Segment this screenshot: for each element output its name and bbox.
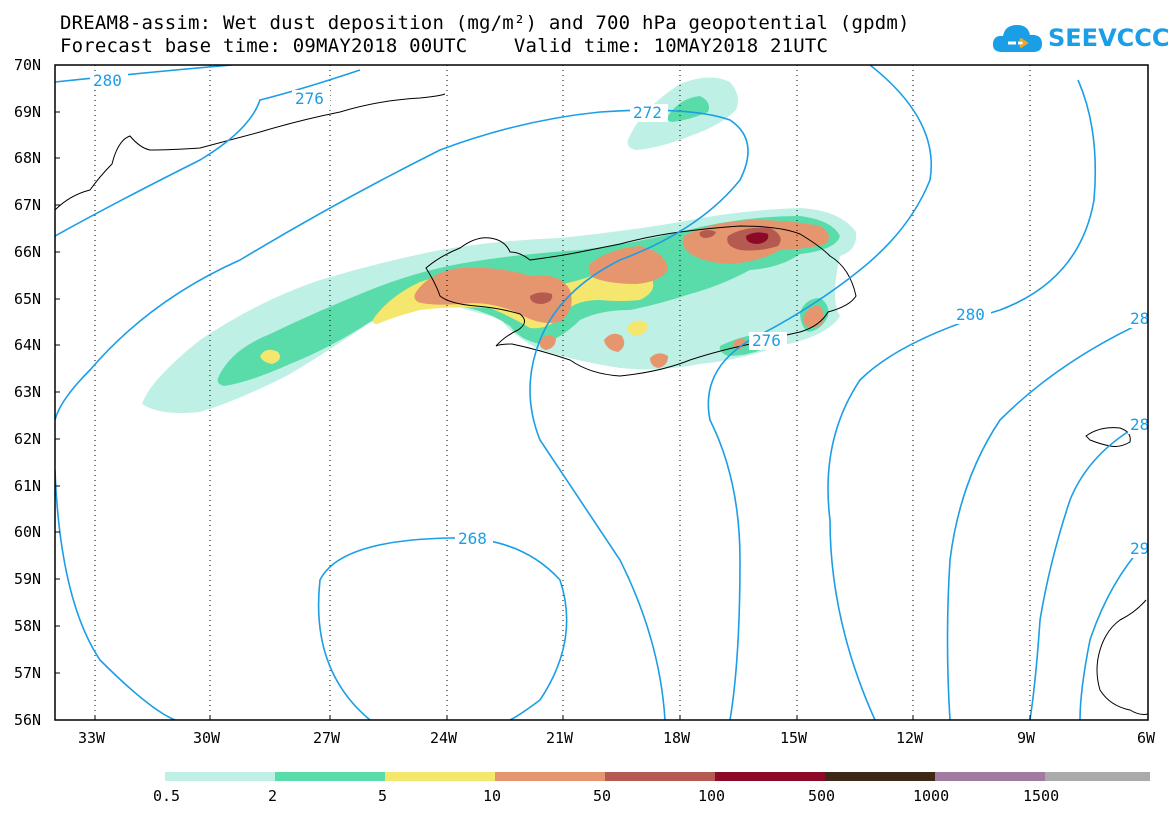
- dust-band-2-north: [666, 96, 709, 122]
- colorbar-swatch: [275, 772, 385, 781]
- lat-ticks: [55, 64, 60, 721]
- colorbar-label: 500: [808, 787, 835, 805]
- dust-band-10-mid: [588, 246, 668, 284]
- contour-label-280-e: 280: [956, 305, 985, 324]
- lon-label: 21W: [546, 729, 574, 747]
- contour-label-288-e: 28: [1130, 415, 1149, 434]
- lat-label: 63N: [14, 383, 41, 401]
- dust-band-50-mid: [699, 230, 716, 238]
- lon-label: 24W: [430, 729, 458, 747]
- scotland-coast: [1096, 599, 1148, 715]
- colorbar-swatch: [825, 772, 935, 781]
- lat-label: 66N: [14, 243, 41, 261]
- colorbar-label: 10: [483, 787, 501, 805]
- dust-band-50-w: [530, 292, 553, 304]
- colorbar-swatch: [715, 772, 825, 781]
- contour-284-e: [946, 319, 1148, 720]
- colorbar-label: 50: [593, 787, 611, 805]
- lon-label: 18W: [663, 729, 691, 747]
- lat-label: 57N: [14, 664, 41, 682]
- lon-label: 27W: [313, 729, 341, 747]
- colorbar-labels: 0.5 2 5 10 50 100 500 1000 1500: [153, 787, 1059, 805]
- contour-label-276-e: 276: [752, 331, 781, 350]
- colorbar-swatch: [935, 772, 1045, 781]
- lat-label: 59N: [14, 570, 41, 588]
- contour-label-group: 280 276 272 276 280 28 28 268 29: [90, 71, 1149, 558]
- cloud-icon: [992, 25, 1042, 52]
- colorbar-label: 2: [268, 787, 277, 805]
- lon-label: 6W: [1137, 729, 1156, 747]
- contour-280-nw: [55, 65, 233, 83]
- lat-label: 62N: [14, 430, 41, 448]
- contour-292-e: [1079, 539, 1148, 720]
- dust-band-0.5-patch: [239, 320, 263, 338]
- lat-label: 60N: [14, 523, 41, 541]
- contour-label-284-e: 28: [1130, 309, 1149, 328]
- lon-labels: 33W 30W 27W 24W 21W 18W 15W 12W 9W 6W: [78, 729, 1156, 747]
- coastlines: [55, 93, 1148, 715]
- contour-276-e: [707, 65, 932, 720]
- faroe-islands: [1085, 427, 1131, 447]
- colorbar-swatch: [385, 772, 495, 781]
- iceland-coast: [425, 225, 857, 377]
- colorbar-swatch: [605, 772, 715, 781]
- contour-272: [55, 109, 749, 720]
- lat-label: 61N: [14, 477, 41, 495]
- colorbar-swatch: [1045, 772, 1150, 781]
- dust-deposition-field: [142, 77, 857, 413]
- dust-band-5-patch: [260, 349, 280, 364]
- colorbar-label: 0.5: [153, 787, 180, 805]
- contour-276-nw: [55, 69, 361, 237]
- contour-268: [55, 469, 568, 720]
- contour-label-292-e: 29: [1130, 539, 1149, 558]
- map-title-line-2: Forecast base time: 09MAY2018 00UTC Vali…: [60, 35, 829, 57]
- logo-text: SEEVCCC: [1048, 24, 1170, 52]
- contour-label-276-nw: 276: [295, 89, 324, 108]
- lat-label: 68N: [14, 149, 41, 167]
- lat-label: 67N: [14, 196, 41, 214]
- dust-band-10-e: [803, 305, 824, 328]
- lat-label: 69N: [14, 103, 41, 121]
- graticule: [94, 65, 1031, 720]
- dust-band-5-patch-2: [627, 320, 648, 336]
- map-title-line-1: DREAM8-assim: Wet dust deposition (mg/m²…: [60, 12, 910, 34]
- dust-band-10-s3: [650, 353, 668, 368]
- contour-label-268: 268: [458, 529, 487, 548]
- dust-band-10-west: [414, 267, 572, 323]
- contour-label-272: 272: [633, 103, 662, 122]
- contour-280-e: [827, 79, 1097, 720]
- colorbar-label: 100: [698, 787, 725, 805]
- dust-band-10-s2: [604, 333, 625, 352]
- colorbar-swatch: [165, 772, 275, 781]
- colorbar-label: 1000: [913, 787, 949, 805]
- greenland-coast: [55, 93, 446, 211]
- colorbar-swatch: [495, 772, 605, 781]
- contour-288-e: [1029, 419, 1148, 720]
- lat-labels: 70N 69N 68N 67N 66N 65N 64N 63N 62N 61N …: [14, 56, 41, 729]
- lat-label: 56N: [14, 711, 41, 729]
- lon-label: 9W: [1017, 729, 1036, 747]
- contour-label-280-nw: 280: [93, 71, 122, 90]
- lon-label: 12W: [896, 729, 924, 747]
- lat-label: 70N: [14, 56, 41, 74]
- lat-label: 64N: [14, 336, 41, 354]
- lon-label: 15W: [780, 729, 808, 747]
- lon-label: 33W: [78, 729, 106, 747]
- colorbar-label: 1500: [1023, 787, 1059, 805]
- lat-label: 58N: [14, 617, 41, 635]
- dust-band-10-s1: [539, 335, 556, 350]
- lat-label: 65N: [14, 290, 41, 308]
- colorbar: [165, 772, 1150, 781]
- dust-band-100: [746, 232, 769, 244]
- colorbar-label: 5: [378, 787, 387, 805]
- lon-ticks: [94, 715, 1149, 720]
- seevccc-logo: SEEVCCC: [990, 18, 1170, 58]
- lon-label: 30W: [193, 729, 221, 747]
